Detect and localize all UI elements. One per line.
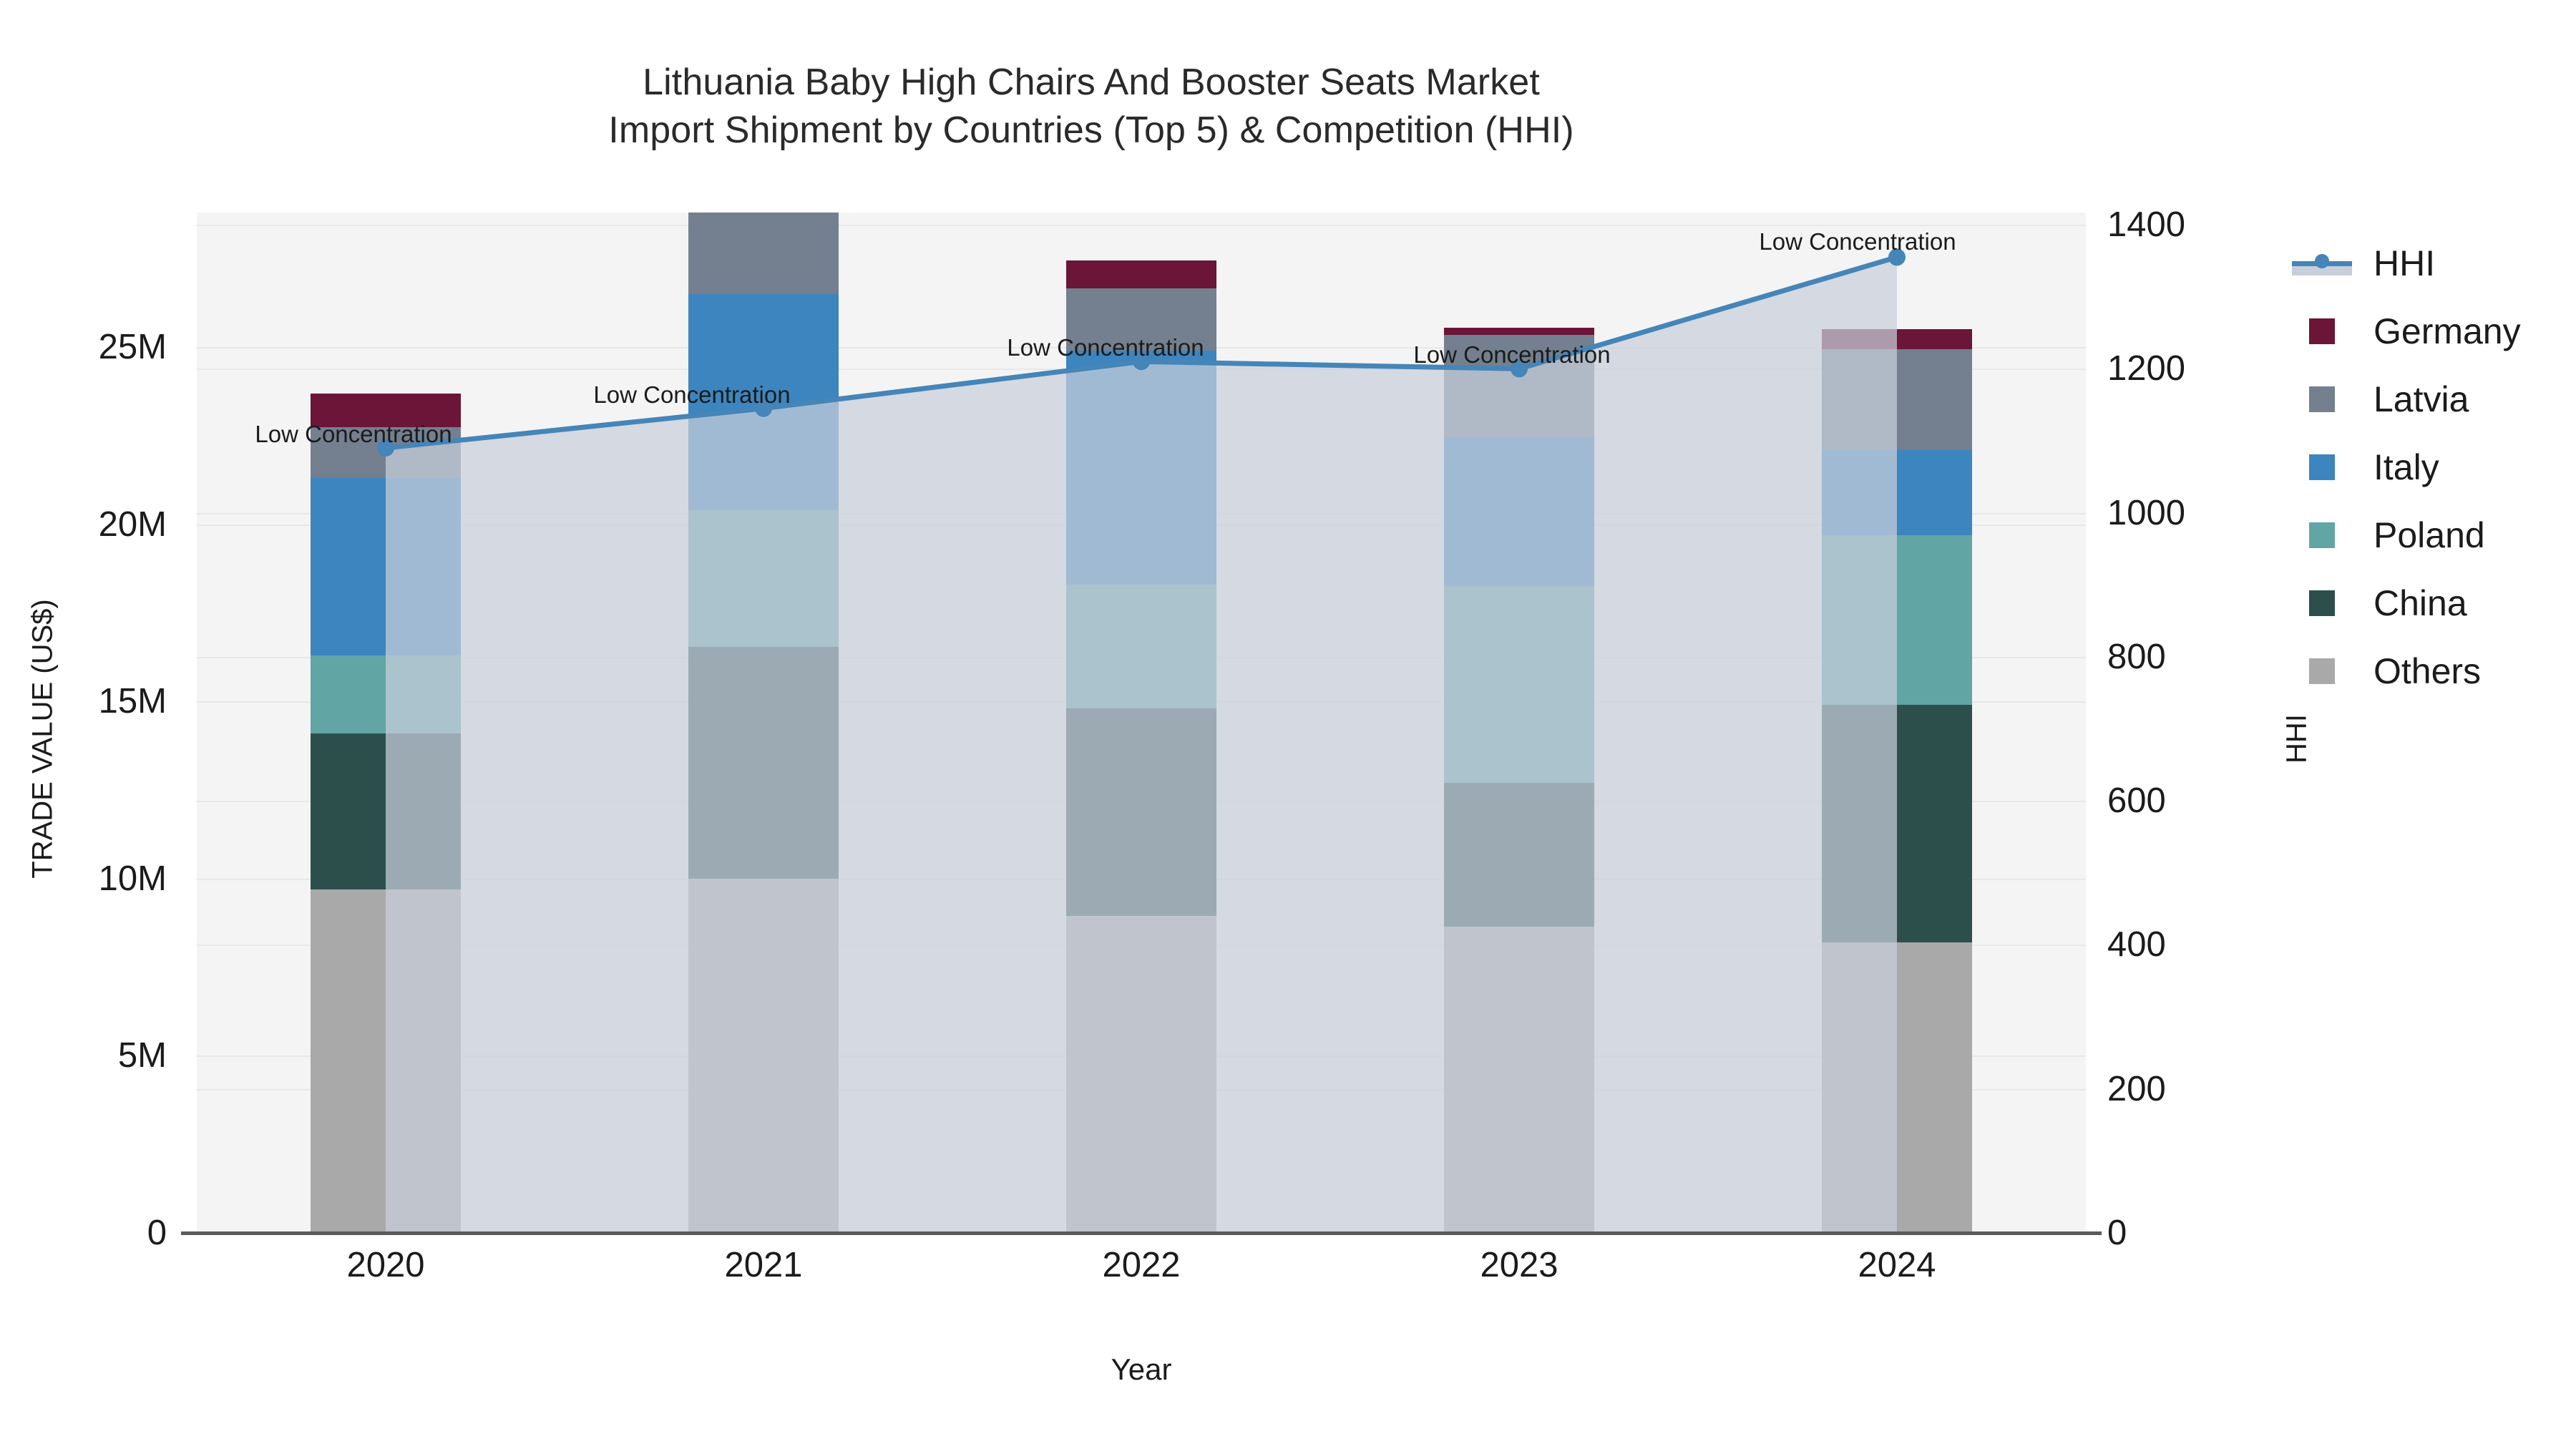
legend-color-swatch-icon — [2286, 587, 2358, 620]
y-axis-left-tick: 15M — [98, 682, 167, 721]
legend-color-swatch-icon — [2286, 383, 2358, 416]
annotation-low-concentration-2022: Low Concentration — [1007, 334, 1204, 361]
legend-label: Latvia — [2373, 379, 2469, 419]
legend-item-poland[interactable]: Poland — [2286, 501, 2572, 569]
x-axis-tick-2021: 2021 — [724, 1246, 803, 1284]
annotation-low-concentration-2024: Low Concentration — [1759, 228, 1956, 255]
legend-swatch — [2309, 318, 2335, 344]
legend-swatch — [2309, 454, 2335, 480]
annotation-low-concentration-2023: Low Concentration — [1413, 341, 1611, 369]
bar-segment-germany[interactable] — [1066, 260, 1216, 289]
hhi-markers — [377, 248, 1906, 457]
legend-swatch — [2309, 386, 2335, 412]
hhi-point-2022[interactable] — [1133, 353, 1150, 371]
y-axis-right-tick: 400 — [2107, 925, 2166, 965]
legend-marker-dot-icon — [2315, 253, 2329, 268]
y-axis-left-tick: 10M — [98, 859, 167, 898]
legend-line-key-icon — [2286, 247, 2358, 280]
legend-color-swatch-icon — [2286, 315, 2358, 348]
hhi-area-fill — [386, 257, 1897, 1233]
legend-color-swatch-icon — [2286, 655, 2358, 688]
y-axis-right-tick: 600 — [2107, 781, 2166, 821]
x-axis-label: Year — [1111, 1352, 1172, 1386]
chart-title-line-2: Import Shipment by Countries (Top 5) & C… — [608, 109, 1574, 151]
bar-segment-germany[interactable] — [1444, 327, 1594, 335]
bar-segment-latvia[interactable] — [688, 213, 839, 294]
hhi-point-2023[interactable] — [1511, 360, 1528, 378]
legend-label: Italy — [2373, 447, 2439, 487]
legend-label: Germany — [2373, 311, 2521, 351]
hhi-point-2021[interactable] — [755, 399, 772, 417]
legend-label: China — [2373, 582, 2467, 623]
legend-swatch — [2309, 658, 2335, 684]
y-axis-right-tick: 0 — [2107, 1214, 2127, 1252]
hhi-line-series — [377, 248, 1906, 1233]
legend: HHI Germany Latvia Italy Poland China Others — [2286, 229, 2572, 705]
hhi-point-2024[interactable] — [1888, 248, 1906, 266]
chart-title-line-1: Lithuania Baby High Chairs And Booster S… — [643, 62, 1540, 103]
gridline-y-right — [197, 225, 2086, 227]
hhi-point-2020[interactable] — [377, 439, 394, 457]
y-axis-right-tick: 1200 — [2107, 349, 2186, 389]
legend-label: Others — [2373, 650, 2482, 691]
legend-color-swatch-icon — [2286, 519, 2358, 552]
x-axis-tick-2022: 2022 — [1102, 1246, 1181, 1284]
y-axis-right-tick: 1400 — [2107, 205, 2186, 245]
y-axis-left-label: TRADE VALUE (US$) — [26, 599, 59, 879]
x-axis-tick-2023: 2023 — [1480, 1246, 1558, 1284]
x-axis-tick-2020: 2020 — [346, 1246, 425, 1284]
legend-color-swatch-icon — [2286, 451, 2358, 484]
y-axis-left-tick: 20M — [98, 504, 167, 544]
plot-area — [197, 213, 2086, 1233]
legend-swatch — [2309, 590, 2335, 616]
legend-item-china[interactable]: China — [2286, 569, 2572, 637]
y-axis-left-tick: 5M — [117, 1036, 167, 1075]
legend-label: HHI — [2373, 243, 2436, 283]
legend-item-hhi[interactable]: HHI — [2286, 229, 2572, 297]
bar-segment-germany[interactable] — [311, 393, 461, 427]
annotation-low-concentration-2021: Low Concentration — [593, 381, 791, 408]
x-axis-line — [181, 1231, 2102, 1235]
legend-item-germany[interactable]: Germany — [2286, 297, 2572, 365]
annotation-low-concentration-2020: Low Concentration — [255, 421, 452, 448]
legend-area-swatch — [2292, 265, 2352, 275]
y-axis-right-tick: 1000 — [2107, 493, 2186, 532]
y-axis-left-tick: 25M — [98, 328, 167, 367]
plot-inner — [197, 213, 2086, 1233]
legend-swatch — [2309, 522, 2335, 548]
legend-item-latvia[interactable]: Latvia — [2286, 365, 2572, 433]
legend-item-italy[interactable]: Italy — [2286, 433, 2572, 501]
legend-label: Poland — [2373, 514, 2485, 555]
legend-item-others[interactable]: Others — [2286, 637, 2572, 705]
y-axis-left-tick: 0 — [147, 1214, 167, 1252]
y-axis-right-tick: 200 — [2107, 1069, 2166, 1108]
x-axis-tick-2024: 2024 — [1858, 1246, 1936, 1284]
bar-segment-latvia[interactable] — [1066, 288, 1216, 351]
y-axis-right-tick: 800 — [2107, 637, 2166, 676]
chart-title: Lithuania Baby High Chairs And Booster S… — [0, 59, 2182, 154]
